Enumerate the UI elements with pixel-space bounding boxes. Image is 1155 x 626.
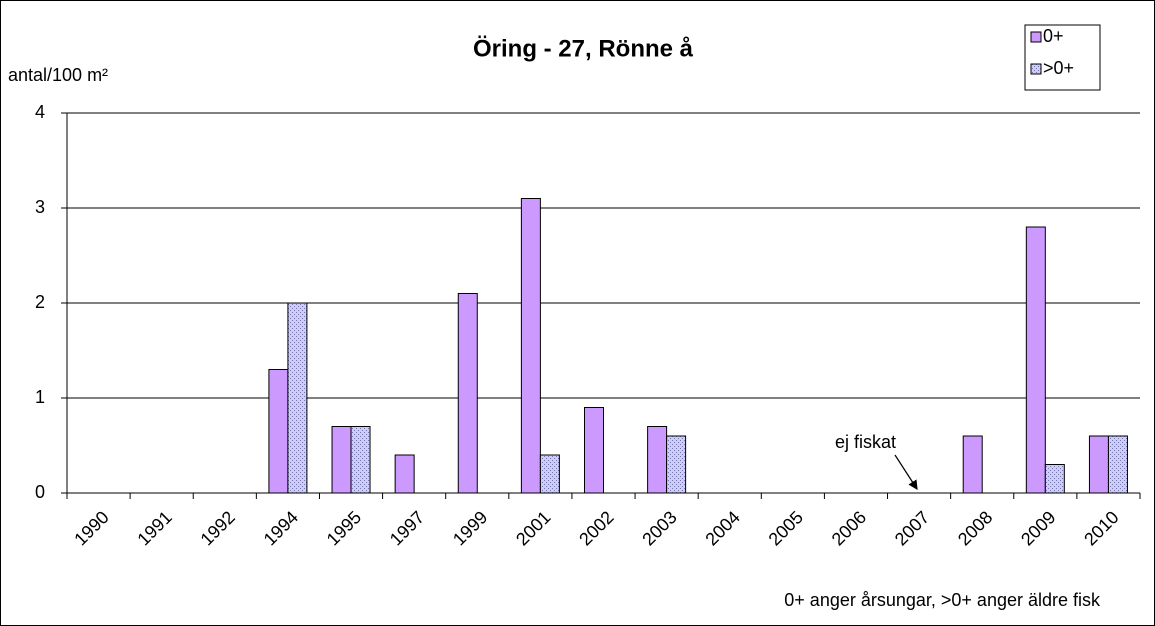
bar xyxy=(394,454,415,494)
legend-swatch xyxy=(1030,63,1042,75)
y-tick-label: 0 xyxy=(35,482,45,502)
bar xyxy=(962,435,983,494)
annotation: ej fiskat xyxy=(835,432,896,452)
bar xyxy=(331,426,352,494)
y-tick-label: 3 xyxy=(35,197,45,217)
bar xyxy=(666,435,687,494)
legend-label: >0+ xyxy=(1043,58,1074,78)
bar xyxy=(539,454,560,494)
footnote: 0+ anger årsungar, >0+ anger äldre fisk xyxy=(784,590,1101,610)
bar xyxy=(520,198,541,494)
bar xyxy=(457,293,478,494)
y-tick-label: 2 xyxy=(35,292,45,312)
y-tick-label: 4 xyxy=(35,102,45,122)
annotation-arrow xyxy=(894,454,918,491)
bar xyxy=(1025,226,1046,494)
legend-swatch xyxy=(1030,31,1042,43)
bar xyxy=(350,426,371,494)
bar xyxy=(268,369,289,494)
y-tick-label: 1 xyxy=(35,387,45,407)
legend-label: 0+ xyxy=(1043,26,1064,46)
bar xyxy=(1107,435,1128,494)
y-axis-label: antal/100 m² xyxy=(8,65,108,85)
bar xyxy=(647,426,668,494)
bar xyxy=(1088,435,1109,494)
bar xyxy=(1044,464,1065,494)
chart-title: Öring - 27, Rönne å xyxy=(473,35,694,62)
bar xyxy=(287,302,308,494)
bar xyxy=(584,407,604,494)
